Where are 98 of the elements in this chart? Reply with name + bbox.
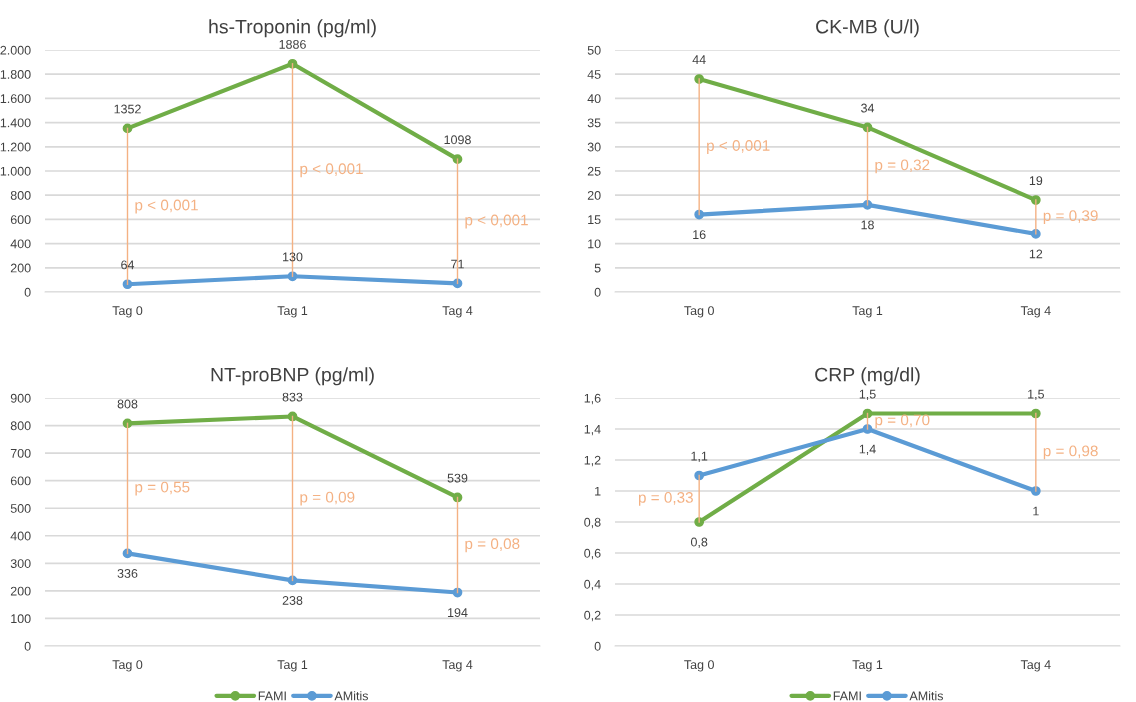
x-tick-label: Tag 1 [852,660,883,672]
y-tick-label: 0 [24,641,31,651]
y-tick-label: 5 [594,263,601,273]
chart-title: NT-proBNP (pg/ml) [211,367,374,386]
y-tick-label: 800 [10,421,31,431]
data-label: 1098 [444,135,471,145]
data-label: 194 [448,608,468,617]
data-label: 16 [693,230,706,240]
data-label: 18 [861,220,874,230]
y-tick-label: 400 [10,239,31,249]
data-label: 1,4 [859,444,876,455]
y-tick-label: 50 [587,45,601,55]
y-tick-label: 0,6 [584,548,601,560]
data-label: 1,5 [1028,389,1044,401]
y-tick-label: 40 [587,94,601,104]
x-tick-label: Tag 0 [112,660,143,672]
x-tick-label: Tag 1 [852,306,883,318]
y-tick-label: 100 [11,614,31,624]
data-label: 833 [282,392,303,402]
y-tick-label: 45 [587,70,601,79]
y-tick-label: 1.800 [0,70,31,79]
data-label: 1,5 [859,389,876,401]
data-label: 19 [1029,176,1043,186]
x-tick-label: Tag 1 [277,660,308,672]
annotation: p = 0,33 [638,492,693,506]
annotation: p < 0,001 [465,214,528,229]
chart-title: hs-Troponin (pg/ml) [209,19,376,38]
y-tick-label: 200 [10,586,31,596]
annotation: p = 0,70 [875,414,930,429]
point [452,154,463,165]
y-tick-label: 0,2 [584,610,601,622]
y-tick-label: 0 [594,287,601,297]
y-tick-label: 1,4 [584,424,601,436]
y-tick-label: 400 [10,531,31,541]
annotation: p = 0,39 [1043,210,1098,225]
legend-label: FAMI [258,691,286,701]
data-label: 1352 [114,104,141,114]
annotation: p < 0,001 [707,140,770,154]
y-tick-label: 15 [588,215,601,225]
data-label: 0,8 [690,537,708,548]
y-tick-label: 600 [10,215,31,225]
y-tick-label: 1,6 [584,393,601,405]
data-label: 336 [117,569,138,578]
x-tick-label: Tag 4 [442,306,473,318]
y-tick-label: 0,4 [584,579,601,591]
data-label: 12 [1029,249,1043,259]
legend-label: AMitis [334,691,369,701]
data-label: 539 [447,473,468,483]
y-tick-label: 25 [587,166,601,176]
y-tick-label: 30 [587,142,601,152]
point [862,200,873,210]
annotation: p = 0,32 [875,159,930,174]
y-tick-label: 20 [587,191,601,200]
x-tick-label: Tag 4 [1020,306,1051,318]
annotation: p < 0,001 [135,199,198,214]
data-label: 238 [282,596,303,605]
y-tick-label: 35 [587,118,601,128]
point [287,58,298,69]
legend-label: AMitis [909,691,944,701]
y-tick-label: 0,8 [584,517,601,529]
y-tick-label: 500 [10,504,31,513]
y-tick-label: 1.400 [0,118,31,128]
data-label: 808 [117,399,138,409]
x-tick-label: Tag 4 [1020,660,1051,672]
legend-label: FAMI [833,691,861,701]
y-tick-label: 10 [588,239,601,249]
data-label: 44 [692,55,706,64]
x-tick-label: Tag 0 [684,306,714,318]
chart-title: CK-MB (U/l) [816,19,919,38]
y-tick-label: 1 [595,486,601,496]
x-tick-label: Tag 0 [684,660,714,672]
y-tick-label: 900 [10,393,31,403]
y-tick-label: 200 [10,263,31,273]
point [862,424,873,434]
y-tick-label: 2.000 [0,45,31,55]
y-tick-label: 1.200 [0,142,31,152]
y-tick-label: 300 [10,559,31,568]
y-tick-label: 700 [10,448,31,458]
x-tick-label: Tag 1 [277,306,308,318]
annotation: p = 0,98 [1043,445,1098,460]
annotation: p = 0,09 [300,491,355,506]
annotation: p < 0,001 [300,163,363,178]
y-tick-label: 800 [10,191,31,200]
y-tick-label: 0 [24,287,31,297]
chart-title: CRP (mg/dl) [815,367,920,386]
x-tick-label: Tag 4 [442,660,473,672]
y-tick-label: 1,2 [584,455,601,467]
data-label: 34 [861,103,875,113]
y-tick-label: 0 [594,641,601,651]
y-tick-label: 600 [10,476,31,486]
annotation: p = 0,08 [465,538,520,553]
data-label: 1886 [279,39,306,49]
y-tick-label: 1.000 [0,166,31,176]
x-tick-label: Tag 0 [112,306,143,318]
y-tick-label: 1.600 [0,94,31,104]
annotation: p = 0,55 [135,481,190,496]
data-label: 1,1 [691,451,708,463]
data-label: 1 [1033,506,1039,516]
